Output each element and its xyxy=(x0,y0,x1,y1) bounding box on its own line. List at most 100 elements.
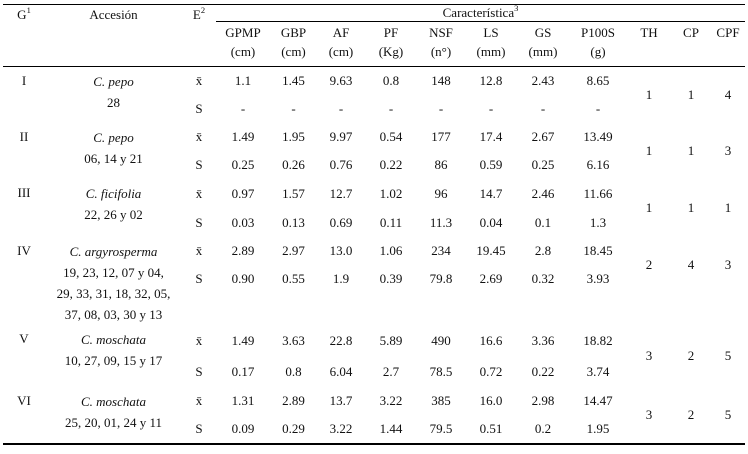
accession-cell: C. argyrosperma 19, 23, 12, 07 y 04, 29,… xyxy=(45,237,182,325)
sd-value: 1.95 xyxy=(586,421,610,436)
accession-numbers: 25, 20, 01, 24 y 11 xyxy=(64,415,163,430)
sd-value: 6.16 xyxy=(586,157,610,172)
mean-value: 1.57 xyxy=(282,185,305,201)
mean-value: 12.8 xyxy=(479,73,503,88)
col-header-gbp: GBP xyxy=(280,24,307,40)
mean-value: 16.6 xyxy=(479,332,503,348)
sd-value: 0.17 xyxy=(231,363,255,379)
stat-label-mean: x̄ xyxy=(195,129,203,144)
table-group: V C. moschata 10, 27, 09, 15 y 17 x̄ S 1… xyxy=(3,325,745,387)
sd-value: 0.25 xyxy=(531,157,555,172)
sd-value: 0.90 xyxy=(231,271,255,286)
th-value: 1 xyxy=(645,143,653,158)
accession-numbers: 22, 26 y 02 xyxy=(84,207,143,222)
mean-value: 490 xyxy=(431,332,451,348)
mean-value: 13.7 xyxy=(329,393,353,408)
sd-value: 1.3 xyxy=(589,214,607,230)
mean-value: 18.45 xyxy=(583,243,613,258)
stat-label-mean: x̄ xyxy=(195,332,203,348)
cpf-value: 3 xyxy=(724,257,732,272)
stat-label-mean: x̄ xyxy=(195,73,203,88)
mean-value: 13.49 xyxy=(583,129,613,144)
stat-label-sd: S xyxy=(195,157,203,172)
sd-value: 0.22 xyxy=(379,157,403,172)
cpf-value: 3 xyxy=(724,143,732,158)
sd-value: 0.72 xyxy=(479,363,503,379)
group-id: I xyxy=(21,73,27,88)
stat-label-sd: S xyxy=(195,101,203,116)
cp-value: 2 xyxy=(687,348,695,363)
col-header-accession-text: Accesión xyxy=(89,7,138,22)
sd-value: 0.76 xyxy=(329,157,353,172)
sd-value: 6.04 xyxy=(329,363,353,379)
stat-label-sd: S xyxy=(195,214,203,230)
stat-label-sd: S xyxy=(195,421,203,436)
cp-value: 1 xyxy=(687,143,695,158)
mean-value: 14.7 xyxy=(479,185,503,201)
cp-value: 2 xyxy=(687,407,695,422)
mean-value: 0.54 xyxy=(379,129,403,144)
cp-value: 1 xyxy=(687,87,695,102)
col-header-pf: PF xyxy=(383,24,399,40)
mean-value: 3.22 xyxy=(379,393,403,408)
cpf-value: 5 xyxy=(724,407,732,422)
sd-value: 0.25 xyxy=(231,157,255,172)
sd-value: - xyxy=(488,101,494,116)
mean-value: 96 xyxy=(434,185,448,201)
stat-label-mean: x̄ xyxy=(195,393,203,408)
col-header-nsf: NSF xyxy=(429,24,453,40)
sd-value: 0.69 xyxy=(329,214,353,230)
col-unit-af: (cm) xyxy=(328,44,354,59)
group-id: IV xyxy=(17,243,31,258)
mean-value: 1.45 xyxy=(282,73,305,88)
species-name: C. moschata xyxy=(81,394,146,409)
mean-value: 1.31 xyxy=(231,393,255,408)
th-value: 1 xyxy=(645,87,653,102)
mean-value: 22.8 xyxy=(329,332,353,348)
th-value: 1 xyxy=(645,200,653,215)
col-header-cp: CP xyxy=(683,25,699,40)
sd-value: 3.74 xyxy=(586,363,610,379)
mean-value: 0.8 xyxy=(382,73,400,88)
col-unit-gs: (mm) xyxy=(528,44,558,59)
mean-value: 16.0 xyxy=(479,393,503,408)
col-unit-pf: (Kg) xyxy=(378,44,404,59)
accession-cell: C. pepo 06, 14 y 21 xyxy=(45,123,182,179)
mean-value: 2.89 xyxy=(282,393,305,408)
mean-value: 385 xyxy=(431,393,451,408)
mean-value: 17.4 xyxy=(479,129,503,144)
mean-value: 0.97 xyxy=(231,185,255,201)
sd-value: 2.7 xyxy=(382,363,400,379)
col-header-gs: GS xyxy=(534,24,552,40)
sd-value: - xyxy=(240,101,246,116)
mean-value: 19.45 xyxy=(476,243,506,258)
col-header-p100s: P100S xyxy=(581,24,615,40)
sd-value: 0.59 xyxy=(479,157,503,172)
th-value: 3 xyxy=(645,407,653,422)
mean-value: 11.66 xyxy=(583,185,613,201)
cp-value: 1 xyxy=(687,200,695,215)
col-header-af: AF xyxy=(332,24,350,40)
col-header-g-sup: 1 xyxy=(26,5,31,15)
mean-value: 2.67 xyxy=(531,129,555,144)
sd-value: - xyxy=(388,101,394,116)
mean-value: 1.49 xyxy=(231,332,255,348)
mean-value: 2.43 xyxy=(531,73,555,88)
sd-value: - xyxy=(291,101,296,116)
mean-value: 1.02 xyxy=(379,185,403,201)
mean-value: 1.1 xyxy=(234,73,252,88)
col-header-g-text: G xyxy=(17,7,27,22)
sd-value: - xyxy=(338,101,344,116)
mean-value: 12.7 xyxy=(329,185,353,201)
mean-value: 3.63 xyxy=(282,332,305,348)
mean-value: 1.49 xyxy=(231,129,255,144)
species-name: C. pepo xyxy=(93,130,134,145)
table-group: IV C. argyrosperma 19, 23, 12, 07 y 04, … xyxy=(3,237,745,325)
table-group: II C. pepo 06, 14 y 21 x̄ S 1.49 1.95 9.… xyxy=(3,123,745,179)
mean-value: 234 xyxy=(431,243,451,258)
accession-cell: C. pepo 28 xyxy=(45,67,182,123)
species-name: C. ficifolia xyxy=(85,186,142,201)
